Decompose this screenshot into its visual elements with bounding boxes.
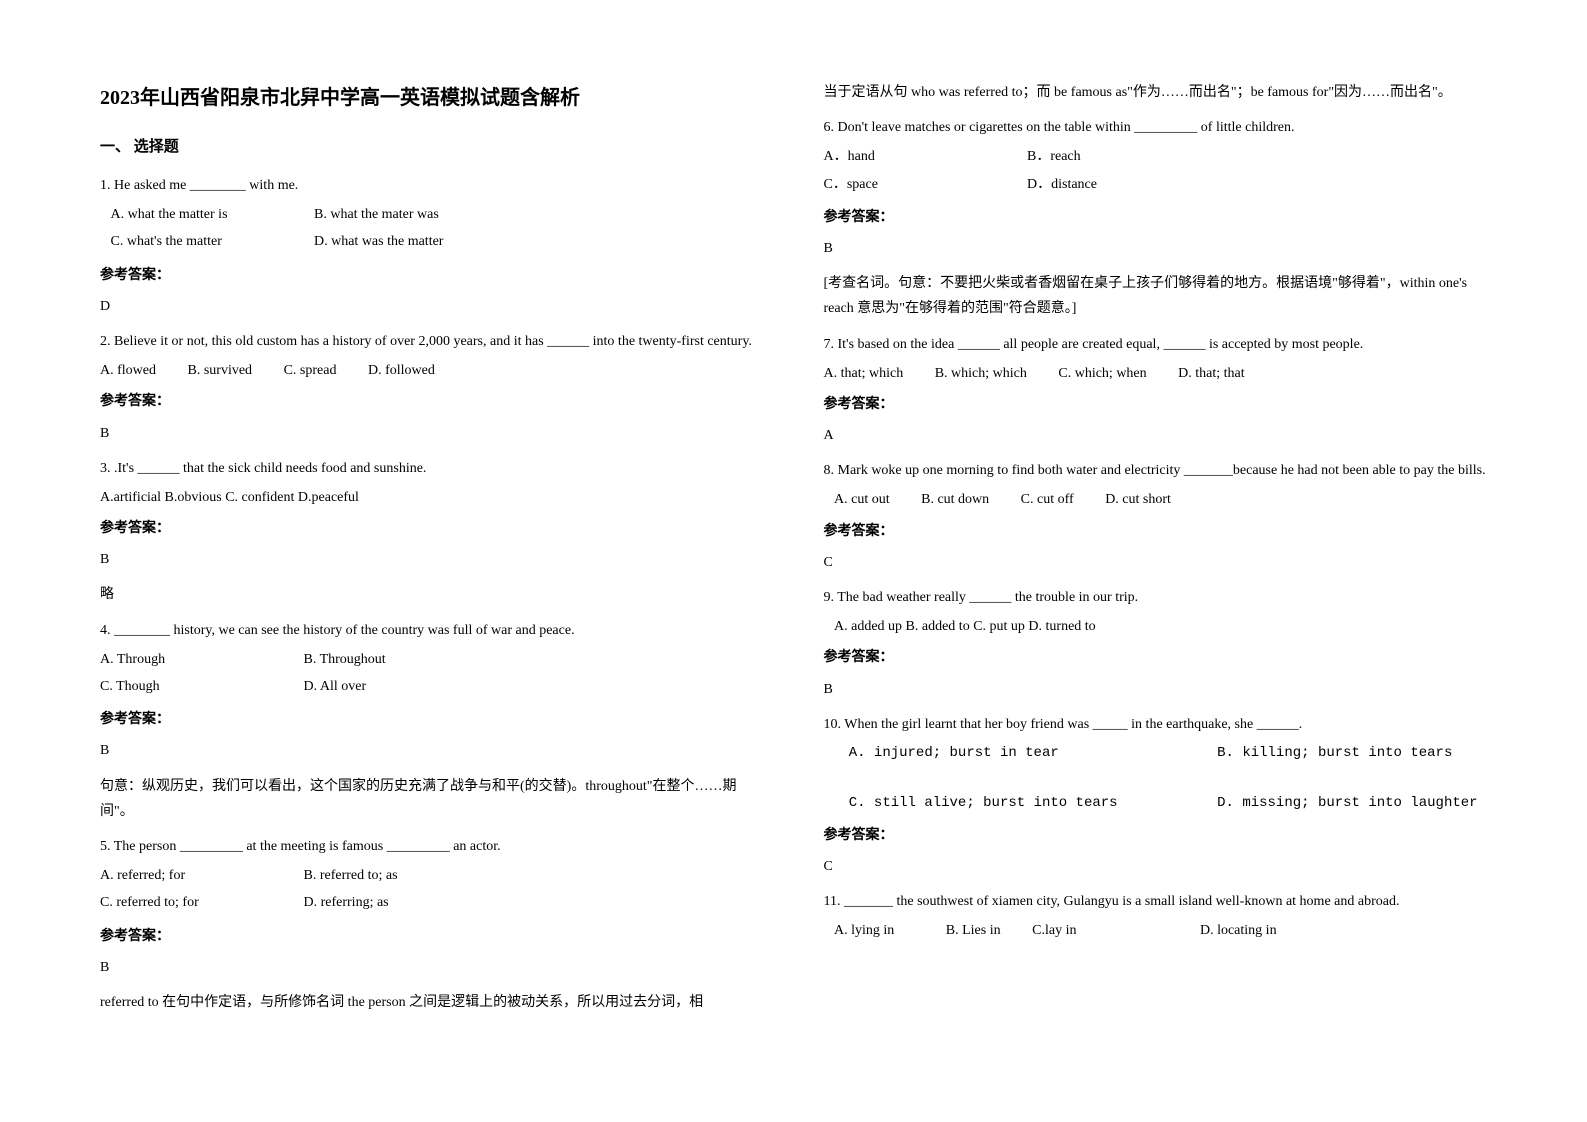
q10-optB: B. killing; burst into tears: [1217, 745, 1452, 761]
q6-explanation: [考查名词。句意：不要把火柴或者香烟留在桌子上孩子们够得着的地方。根据语境"够得…: [824, 271, 1488, 321]
q4-optD: D. All over: [304, 674, 504, 699]
q11-optA: A. lying in: [834, 918, 894, 943]
q11-options: A. lying in B. Lies in C.lay in D. locat…: [824, 918, 1488, 943]
answer-label: 参考答案：: [100, 707, 764, 732]
q10-options: A. injured; burst in tear B. killing; bu…: [824, 741, 1488, 817]
answer-label: 参考答案：: [824, 205, 1488, 230]
q6-options: A．hand B．reach C．space D．distance: [824, 144, 1488, 198]
q1-optD: D. what was the matter: [314, 229, 514, 254]
q1-optB: B. what the mater was: [314, 202, 514, 227]
q5-optA: A. referred; for: [100, 863, 300, 888]
answer-label: 参考答案：: [100, 389, 764, 414]
q10-answer: C: [824, 854, 1488, 879]
q7-stem: 7. It's based on the idea ______ all peo…: [824, 332, 1488, 357]
q11-optD: D. locating in: [1200, 918, 1277, 943]
q10-optA: A. injured; burst in tear: [849, 741, 1209, 766]
q2-optD: D. followed: [368, 358, 435, 383]
answer-label: 参考答案：: [824, 519, 1488, 544]
q4-optA: A. Through: [100, 647, 300, 672]
page-title: 2023年山西省阳泉市北舁中学高一英语模拟试题含解析: [100, 80, 764, 116]
q10-stem: 10. When the girl learnt that her boy fr…: [824, 712, 1488, 737]
q4-optC: C. Though: [100, 674, 300, 699]
q2-optB: B. survived: [188, 358, 253, 383]
q7-optD: D. that; that: [1178, 361, 1245, 386]
q1-stem: 1. He asked me ________ with me.: [100, 173, 764, 198]
section-header: 一、 选择题: [100, 134, 764, 161]
answer-label: 参考答案：: [824, 392, 1488, 417]
answer-label: 参考答案：: [824, 823, 1488, 848]
q5-optC: C. referred to; for: [100, 890, 300, 915]
q5-optD: D. referring; as: [304, 890, 504, 915]
q2-stem: 2. Believe it or not, this old custom ha…: [100, 329, 764, 354]
q6-stem: 6. Don't leave matches or cigarettes on …: [824, 115, 1488, 140]
q4-answer: B: [100, 738, 764, 763]
q10-optC: C. still alive; burst into tears: [849, 791, 1209, 816]
q3-explanation: 略: [100, 582, 764, 607]
q7-optB: B. which; which: [935, 361, 1027, 386]
q8-options: A. cut out B. cut down C. cut off D. cut…: [824, 487, 1488, 512]
q2-options: A. flowed B. survived C. spread D. follo…: [100, 358, 764, 383]
q7-optC: C. which; when: [1058, 361, 1146, 386]
q5-stem: 5. The person _________ at the meeting i…: [100, 834, 764, 859]
q2-optA: A. flowed: [100, 358, 156, 383]
q5-explanation-part1: referred to 在句中作定语，与所修饰名词 the person 之间是…: [100, 990, 764, 1015]
q10-optD: D. missing; burst into laughter: [1217, 795, 1477, 811]
q9-answer: B: [824, 677, 1488, 702]
answer-label: 参考答案：: [824, 645, 1488, 670]
q7-optA: A. that; which: [824, 361, 904, 386]
q7-options: A. that; which B. which; which C. which;…: [824, 361, 1488, 386]
q8-optB: B. cut down: [921, 487, 989, 512]
q9-stem: 9. The bad weather really ______ the tro…: [824, 585, 1488, 610]
q8-answer: C: [824, 550, 1488, 575]
q6-answer: B: [824, 236, 1488, 261]
q8-optA: A. cut out: [834, 487, 890, 512]
q1-optC: C. what's the matter: [111, 229, 311, 254]
q8-stem: 8. Mark woke up one morning to find both…: [824, 458, 1488, 483]
q5-explanation-part2: 当于定语从句 who was referred to；而 be famous a…: [824, 80, 1488, 105]
q3-options: A.artificial B.obvious C. confident D.pe…: [100, 485, 764, 510]
q5-optB: B. referred to; as: [304, 863, 504, 888]
answer-label: 参考答案：: [100, 516, 764, 541]
q11-stem: 11. _______ the southwest of xiamen city…: [824, 889, 1488, 914]
q6-optD: D．distance: [1027, 172, 1227, 197]
q6-optB: B．reach: [1027, 144, 1227, 169]
answer-label: 参考答案：: [100, 924, 764, 949]
q4-optB: B. Throughout: [304, 647, 504, 672]
q1-answer: D: [100, 294, 764, 319]
q4-options: A. Through B. Throughout C. Though D. Al…: [100, 647, 764, 701]
q1-optA: A. what the matter is: [111, 202, 311, 227]
q3-stem: 3. .It's ______ that the sick child need…: [100, 456, 764, 481]
q1-options: A. what the matter is B. what the mater …: [100, 202, 764, 256]
q9-options: A. added up B. added to C. put up D. tur…: [824, 614, 1488, 639]
q3-answer: B: [100, 547, 764, 572]
q8-optC: C. cut off: [1021, 487, 1074, 512]
q5-options: A. referred; for B. referred to; as C. r…: [100, 863, 764, 917]
q2-optC: C. spread: [284, 358, 337, 383]
q7-answer: A: [824, 423, 1488, 448]
q6-optA: A．hand: [824, 144, 1024, 169]
q11-optC: C.lay in: [1032, 918, 1076, 943]
q5-answer: B: [100, 955, 764, 980]
q4-explanation: 句意：纵观历史，我们可以看出，这个国家的历史充满了战争与和平(的交替)。thro…: [100, 774, 764, 824]
q8-optD: D. cut short: [1105, 487, 1171, 512]
q2-answer: B: [100, 421, 764, 446]
q6-optC: C．space: [824, 172, 1024, 197]
q11-optB: B. Lies in: [946, 918, 1001, 943]
answer-label: 参考答案：: [100, 263, 764, 288]
q9-opts-text: A. added up B. added to C. put up D. tur…: [834, 619, 1096, 634]
q4-stem: 4. ________ history, we can see the hist…: [100, 618, 764, 643]
